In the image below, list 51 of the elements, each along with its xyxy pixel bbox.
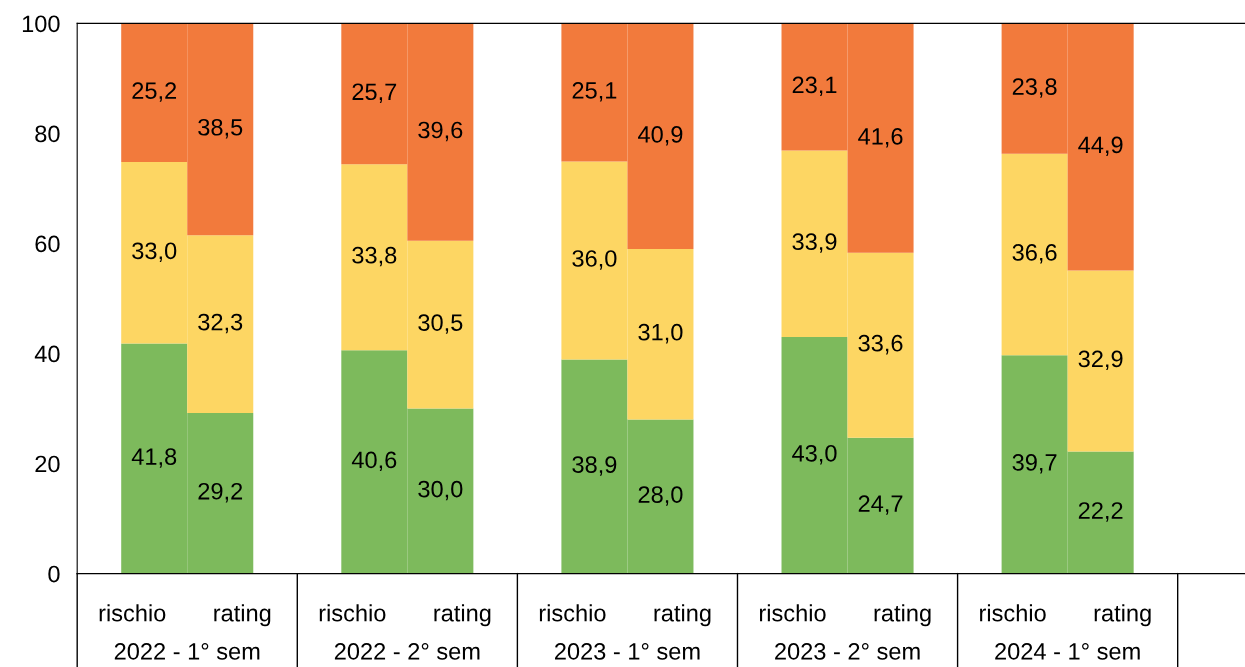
data-label: 41,8 bbox=[131, 448, 177, 468]
data-label: 30,0 bbox=[418, 480, 463, 501]
data-label: 33,8 bbox=[352, 246, 397, 267]
data-label: 38,5 bbox=[198, 118, 243, 139]
data-label: 25,2 bbox=[132, 82, 177, 102]
x-tick-label: rischio bbox=[319, 604, 386, 622]
data-label: 44,9 bbox=[1078, 136, 1123, 157]
data-label: 33,0 bbox=[132, 242, 177, 262]
text: 2023 - 1° sem bbox=[555, 643, 700, 660]
data-label: 43,0 bbox=[792, 444, 837, 465]
data-label: 23,8 bbox=[1012, 78, 1057, 98]
data-label: 40,9 bbox=[638, 126, 683, 146]
y-tick-label: 100 bbox=[22, 15, 60, 33]
data-label: 33,6 bbox=[858, 334, 903, 355]
y-tick-label: 0 bbox=[48, 565, 60, 583]
data-label: 25,1 bbox=[572, 82, 617, 102]
x-tick-label: rischio bbox=[980, 604, 1046, 622]
x-tick-label: rischio bbox=[99, 604, 166, 622]
data-label: 31,0 bbox=[638, 323, 683, 344]
y-tick-label: 20 bbox=[35, 455, 60, 473]
text: 2024 - 1° sem bbox=[995, 643, 1140, 660]
text: 2022 - 2° sem bbox=[334, 643, 480, 660]
x-tick-label: rating bbox=[214, 604, 271, 627]
data-label: 38,9 bbox=[572, 456, 617, 476]
data-label: 32,3 bbox=[198, 313, 243, 334]
data-label: 39,7 bbox=[1012, 454, 1057, 474]
data-label: 30,5 bbox=[418, 314, 463, 334]
x-tick-label: rating bbox=[654, 604, 711, 627]
text: 2022 - 1° sem bbox=[114, 643, 260, 660]
data-label: 28,0 bbox=[638, 486, 683, 506]
y-tick-label: 60 bbox=[35, 235, 60, 253]
x-tick-label: rating bbox=[1094, 604, 1151, 627]
data-label: 23,1 bbox=[792, 76, 837, 97]
data-label: 22,2 bbox=[1078, 502, 1123, 522]
x-tick-label: rating bbox=[874, 604, 931, 627]
x-tick-label: rischio bbox=[539, 604, 606, 622]
data-label: 40,6 bbox=[351, 451, 397, 472]
y-tick-label: 40 bbox=[34, 345, 60, 363]
text: 2023 - 2° sem bbox=[775, 643, 920, 660]
data-label: 32,9 bbox=[1078, 350, 1123, 371]
data-label: 36,0 bbox=[572, 250, 617, 270]
data-label: 33,9 bbox=[792, 233, 837, 253]
data-label: 29,2 bbox=[198, 482, 243, 503]
data-label: 36,6 bbox=[1012, 244, 1057, 264]
x-tick-label: rischio bbox=[759, 604, 826, 622]
data-label: 24,7 bbox=[858, 495, 903, 515]
x-tick-label: rating bbox=[434, 604, 491, 627]
data-label: 25,7 bbox=[352, 83, 397, 103]
data-label: 41,6 bbox=[858, 127, 903, 148]
data-label: 39,6 bbox=[418, 121, 463, 142]
y-tick-label: 80 bbox=[35, 125, 60, 143]
